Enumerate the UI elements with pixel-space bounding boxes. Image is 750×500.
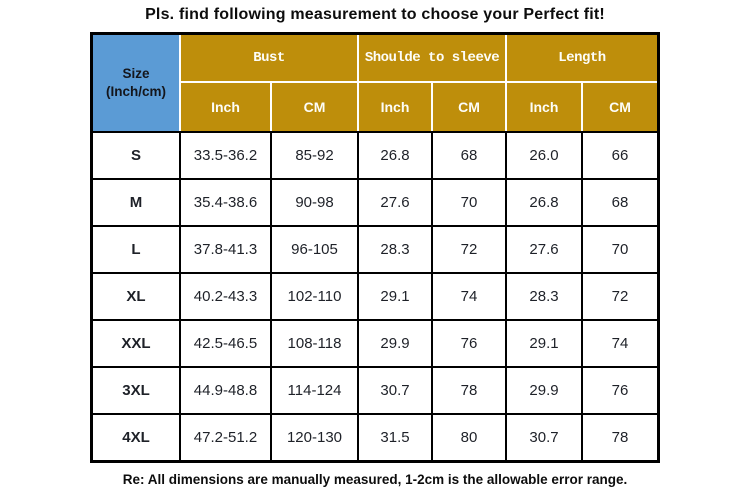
column-header-sleeve-inch: Inch — [359, 83, 431, 131]
size-label: S — [93, 133, 179, 178]
table-cell: 85-92 — [272, 133, 357, 178]
table-cell: 74 — [583, 321, 657, 366]
table-cell: 70 — [583, 227, 657, 272]
table-cell: 96-105 — [272, 227, 357, 272]
table-cell: 26.0 — [507, 133, 581, 178]
table-cell: 31.5 — [359, 415, 431, 460]
footer-note: Re: All dimensions are manually measured… — [122, 472, 628, 487]
table-cell: 78 — [433, 368, 505, 413]
size-label: XXL — [93, 321, 179, 366]
table-cell: 29.9 — [507, 368, 581, 413]
table-cell: 26.8 — [359, 133, 431, 178]
table-cell: 40.2-43.3 — [181, 274, 270, 319]
size-label: XL — [93, 274, 179, 319]
table-cell: 66 — [583, 133, 657, 178]
table-cell: 72 — [433, 227, 505, 272]
table-header: Size (Inch/cm) Bust Shoulde to sleeve Le… — [93, 35, 657, 131]
column-header-bust-inch: Inch — [181, 83, 270, 131]
column-group-shoulder-to-sleeve: Shoulde to sleeve — [359, 35, 505, 81]
table-cell: 76 — [583, 368, 657, 413]
size-column-header: Size (Inch/cm) — [93, 35, 179, 131]
size-table: Size (Inch/cm) Bust Shoulde to sleeve Le… — [90, 32, 660, 463]
table-cell: 33.5-36.2 — [181, 133, 270, 178]
table-cell: 30.7 — [359, 368, 431, 413]
table-cell: 27.6 — [359, 180, 431, 225]
table-cell: 90-98 — [272, 180, 357, 225]
table-body: S 33.5-36.2 85-92 26.8 68 26.0 66 M 35.4… — [93, 131, 657, 460]
column-header-bust-cm: CM — [272, 83, 357, 131]
size-label: L — [93, 227, 179, 272]
size-column-header-line2: (Inch/cm) — [105, 84, 166, 99]
table-cell: 26.8 — [507, 180, 581, 225]
size-label: 4XL — [93, 415, 179, 460]
table-cell: 108-118 — [272, 321, 357, 366]
column-group-length: Length — [507, 35, 657, 81]
table-cell: 37.8-41.3 — [181, 227, 270, 272]
table-cell: 47.2-51.2 — [181, 415, 270, 460]
table-cell: 68 — [433, 133, 505, 178]
table-cell: 68 — [583, 180, 657, 225]
table-cell: 27.6 — [507, 227, 581, 272]
table-cell: 76 — [433, 321, 505, 366]
table-cell: 70 — [433, 180, 505, 225]
table-cell: 28.3 — [359, 227, 431, 272]
table-cell: 35.4-38.6 — [181, 180, 270, 225]
size-label: 3XL — [93, 368, 179, 413]
table-cell: 42.5-46.5 — [181, 321, 270, 366]
table-cell: 29.9 — [359, 321, 431, 366]
table-cell: 44.9-48.8 — [181, 368, 270, 413]
page-title: Pls. find following measurement to choos… — [145, 6, 605, 23]
table-cell: 72 — [583, 274, 657, 319]
table-cell: 29.1 — [507, 321, 581, 366]
size-column-header-line1: Size — [122, 65, 150, 81]
table-cell: 28.3 — [507, 274, 581, 319]
column-header-sleeve-cm: CM — [433, 83, 505, 131]
table-cell: 74 — [433, 274, 505, 319]
table-cell: 80 — [433, 415, 505, 460]
size-label: M — [93, 180, 179, 225]
table-cell: 102-110 — [272, 274, 357, 319]
table-cell: 30.7 — [507, 415, 581, 460]
table-cell: 114-124 — [272, 368, 357, 413]
table-cell: 78 — [583, 415, 657, 460]
table-cell: 120-130 — [272, 415, 357, 460]
column-header-length-inch: Inch — [507, 83, 581, 131]
column-header-length-cm: CM — [583, 83, 657, 131]
table-cell: 29.1 — [359, 274, 431, 319]
column-group-bust: Bust — [181, 35, 357, 81]
